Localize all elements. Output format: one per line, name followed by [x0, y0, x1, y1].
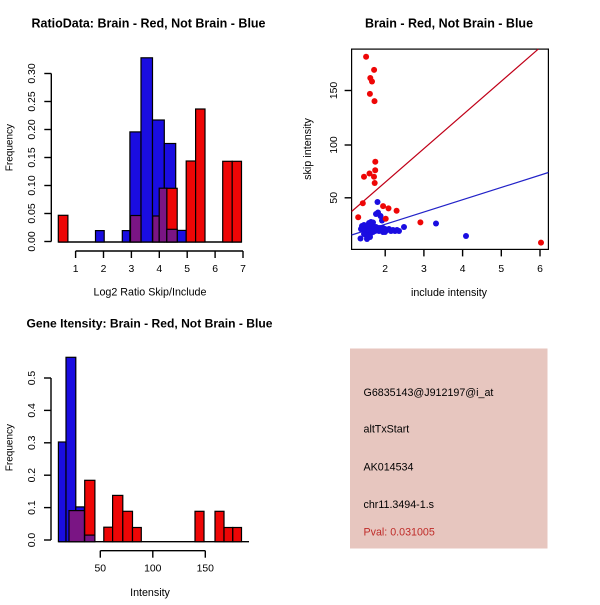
- svg-text:150: 150: [197, 564, 215, 575]
- svg-text:Frequency: Frequency: [5, 124, 16, 171]
- svg-text:Log2 Ratio Skip/Include: Log2 Ratio Skip/Include: [94, 287, 207, 299]
- svg-text:0.30: 0.30: [27, 63, 38, 83]
- svg-text:0.05: 0.05: [27, 203, 38, 223]
- svg-text:AK014534: AK014534: [364, 462, 414, 474]
- svg-text:G6835143@J912197@i_at: G6835143@J912197@i_at: [364, 387, 494, 399]
- svg-text:5: 5: [498, 264, 504, 275]
- svg-text:2: 2: [101, 264, 107, 275]
- svg-text:4: 4: [460, 264, 466, 275]
- svg-text:0.25: 0.25: [27, 91, 38, 111]
- svg-text:100: 100: [144, 564, 162, 575]
- svg-text:0.4: 0.4: [27, 403, 38, 418]
- svg-text:Intensity: Intensity: [130, 587, 170, 599]
- svg-text:3: 3: [421, 264, 427, 275]
- svg-text:0.00: 0.00: [27, 231, 38, 251]
- svg-text:7: 7: [240, 264, 246, 275]
- svg-text:Gene Itensity: Brain - Red, No: Gene Itensity: Brain - Red, Not Brain - …: [27, 317, 273, 331]
- svg-text:0.1: 0.1: [27, 500, 38, 515]
- svg-text:altTxStart: altTxStart: [364, 424, 410, 436]
- svg-text:5: 5: [184, 264, 190, 275]
- svg-text:Pval: 0.031005: Pval: 0.031005: [364, 527, 435, 539]
- svg-text:include intensity: include intensity: [411, 287, 488, 299]
- svg-text:0.5: 0.5: [27, 371, 38, 386]
- svg-text:0.2: 0.2: [27, 468, 38, 483]
- svg-text:RatioData: Brain - Red, Not Br: RatioData: Brain - Red, Not Brain - Blue: [31, 17, 265, 31]
- svg-text:3: 3: [129, 264, 135, 275]
- svg-text:Frequency: Frequency: [5, 424, 16, 471]
- svg-text:50: 50: [95, 564, 107, 575]
- svg-text:skip intensity: skip intensity: [302, 117, 314, 179]
- svg-text:0.20: 0.20: [27, 119, 38, 139]
- svg-text:0.0: 0.0: [27, 533, 38, 548]
- svg-text:150: 150: [329, 82, 340, 100]
- svg-text:0.3: 0.3: [27, 435, 38, 450]
- svg-text:Brain - Red, Not Brain - Blue: Brain - Red, Not Brain - Blue: [365, 17, 533, 31]
- svg-text:50: 50: [329, 192, 340, 204]
- svg-text:0.15: 0.15: [27, 147, 38, 167]
- svg-text:100: 100: [329, 136, 340, 154]
- svg-text:chr11.3494-1.s: chr11.3494-1.s: [364, 499, 435, 511]
- svg-text:6: 6: [212, 264, 218, 275]
- svg-text:0.10: 0.10: [27, 175, 38, 195]
- svg-text:2: 2: [382, 264, 388, 275]
- svg-text:4: 4: [156, 264, 162, 275]
- svg-text:6: 6: [537, 264, 543, 275]
- svg-text:1: 1: [73, 264, 79, 275]
